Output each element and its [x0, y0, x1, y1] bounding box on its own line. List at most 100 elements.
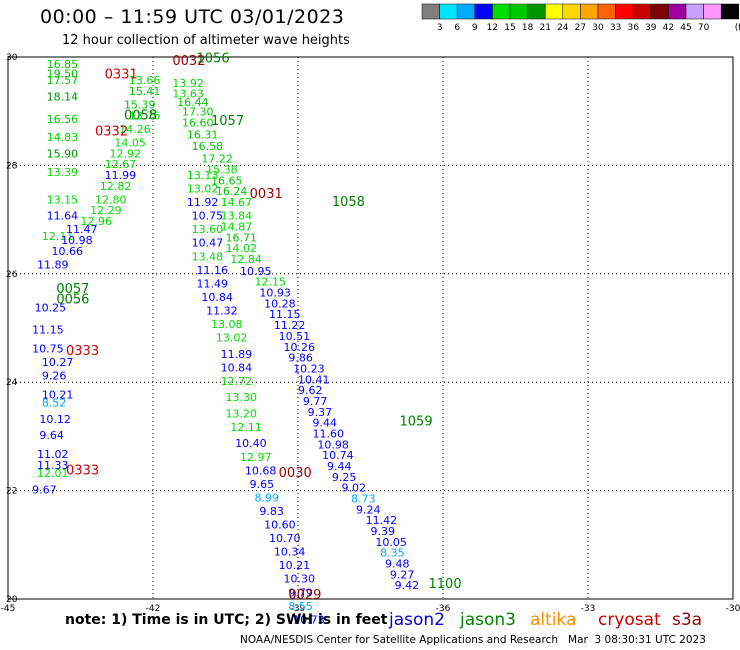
pass-time-label: 1058 — [332, 195, 365, 210]
wave-height-label: 14.87 — [221, 220, 253, 233]
wave-height-label: 10.75 — [192, 210, 224, 223]
colorbar-swatch — [615, 3, 634, 20]
wave-height-label: 9.48 — [385, 558, 410, 571]
colorbar-tick-label: 24 — [557, 23, 569, 33]
y-tick-label: 30 — [6, 53, 18, 63]
wave-height-label: 9.65 — [250, 478, 275, 491]
wave-height-label: 9.62 — [298, 384, 323, 397]
chart-subtitle: 12 hour collection of altimeter wave hei… — [62, 33, 350, 48]
colorbar-swatch — [685, 3, 704, 20]
wave-height-label: 10.66 — [52, 245, 84, 258]
wave-height-label: 13.60 — [192, 223, 224, 236]
wave-height-label: 9.37 — [308, 406, 333, 419]
wave-height-label: 16.44 — [177, 96, 209, 109]
wave-height-label: 15.41 — [129, 85, 161, 98]
wave-height-label: 11.92 — [187, 196, 219, 209]
wave-height-label: 12.97 — [240, 451, 272, 464]
colorbar-swatch — [632, 3, 652, 20]
wave-height-label: 12.72 — [221, 375, 253, 388]
wave-height-label: 10.60 — [264, 519, 296, 532]
wave-height-label: 10.21 — [42, 388, 73, 401]
wave-height-label: 14.02 — [226, 242, 258, 255]
wave-height-label: 9.64 — [39, 429, 64, 442]
pass-time-label: 0058 — [124, 108, 157, 123]
wave-height-label: 9.77 — [303, 395, 328, 408]
wave-height-label: 10.98 — [317, 438, 349, 451]
pass-time-label: 0056 — [56, 293, 89, 308]
wave-height-label: 10.26 — [284, 341, 316, 354]
wave-height-label: 15.39 — [124, 98, 156, 111]
colorbar-swatch — [474, 3, 493, 20]
x-tick-label: -30 — [726, 604, 740, 614]
pass-time-label: 0029 — [288, 588, 321, 603]
colorbar-tick-label: 12 — [487, 23, 498, 33]
wave-height-label: 10.68 — [245, 464, 276, 477]
wave-height-label: 11.99 — [105, 169, 136, 182]
wave-height-label: 12.96 — [81, 215, 113, 228]
wave-height-label: 10.21 — [279, 559, 311, 572]
wave-height-label: 13.20 — [226, 407, 258, 420]
wave-height-label: 16.56 — [47, 113, 79, 126]
wave-height-label: 10.40 — [235, 437, 267, 450]
wave-height-label: 12.11 — [42, 230, 73, 243]
wave-height-label: 10.98 — [61, 234, 93, 247]
y-tick-label: 26 — [6, 270, 18, 280]
colorbar-tick-label: 9 — [472, 23, 478, 33]
wave-height-label: 10.41 — [298, 373, 330, 386]
wave-height-label: 10.93 — [259, 287, 291, 300]
wave-height-label: 10.27 — [42, 356, 73, 369]
wave-height-label: 10.95 — [240, 265, 272, 278]
wave-height-label: 11.32 — [206, 304, 238, 317]
wave-height-label: 19.50 — [47, 68, 79, 81]
legend-item-jason3: jason3 — [460, 610, 516, 630]
wave-height-label: 8.52 — [42, 397, 66, 410]
colorbar-swatch — [703, 3, 722, 20]
colorbar-swatch — [597, 3, 616, 20]
pass-time-label: 1100 — [429, 577, 462, 592]
wave-height-label: 12.82 — [100, 180, 132, 193]
wave-height-label: 16.71 — [226, 231, 258, 244]
pass-time-label: 0031 — [250, 187, 283, 202]
x-tick-label: -42 — [146, 604, 161, 614]
wave-height-label: 13.39 — [47, 166, 79, 179]
wave-height-label: 16.60 — [182, 116, 214, 129]
wave-height-label: 11.15 — [32, 323, 64, 336]
wave-height-label: 12.29 — [90, 204, 122, 217]
wave-height-label: 17.57 — [47, 74, 79, 87]
legend-item-s3a: s3a — [672, 610, 703, 630]
legend-item-altika: altika — [530, 610, 577, 630]
pass-time-label: 0032 — [172, 54, 205, 69]
wave-height-label: 13.48 — [192, 250, 224, 263]
wave-height-label: 17.22 — [201, 153, 233, 166]
wave-height-label: 10.12 — [39, 413, 71, 426]
wave-height-label: 13.76 — [129, 109, 161, 122]
wave-height-label: 13.84 — [221, 210, 253, 223]
wave-height-label: 16.24 — [216, 185, 248, 198]
wave-height-label: 9.79 — [288, 586, 313, 599]
y-tick-label: 28 — [6, 161, 18, 171]
chart-title: 00:00 – 11:59 UTC 03/01/2023 — [40, 6, 345, 28]
wave-height-label: 13.02 — [216, 332, 248, 345]
wave-height-label: 10.84 — [221, 361, 253, 374]
colorbar-swatch — [668, 3, 687, 20]
colorbar-tick-label: 15 — [504, 23, 515, 33]
wave-height-label: 11.42 — [366, 514, 398, 527]
colorbar-tick-label: 21 — [539, 23, 550, 33]
plot-frame — [7, 56, 734, 600]
pass-time-label: 1059 — [400, 415, 433, 430]
wave-height-label: 14.67 — [221, 196, 253, 209]
colorbar-tick-label: 42 — [663, 23, 674, 33]
wave-height-label: 16.58 — [192, 140, 224, 153]
wave-height-label: 9.26 — [42, 369, 66, 382]
x-tick-label: -36 — [436, 604, 451, 614]
x-tick-label: -33 — [581, 604, 596, 614]
colorbar-tick-label: 45 — [680, 23, 691, 33]
wave-height-label: 13.15 — [47, 193, 79, 206]
pass-time-label: 1056 — [197, 51, 230, 66]
wave-height-label: 9.02 — [342, 482, 367, 495]
pass-time-label: 0333 — [66, 463, 99, 478]
wave-height-label: 16.65 — [211, 174, 243, 187]
y-tick-label: 20 — [6, 595, 18, 605]
wave-height-label: 12.11 — [230, 421, 261, 434]
colorbar-tick-label: 30 — [592, 23, 604, 33]
